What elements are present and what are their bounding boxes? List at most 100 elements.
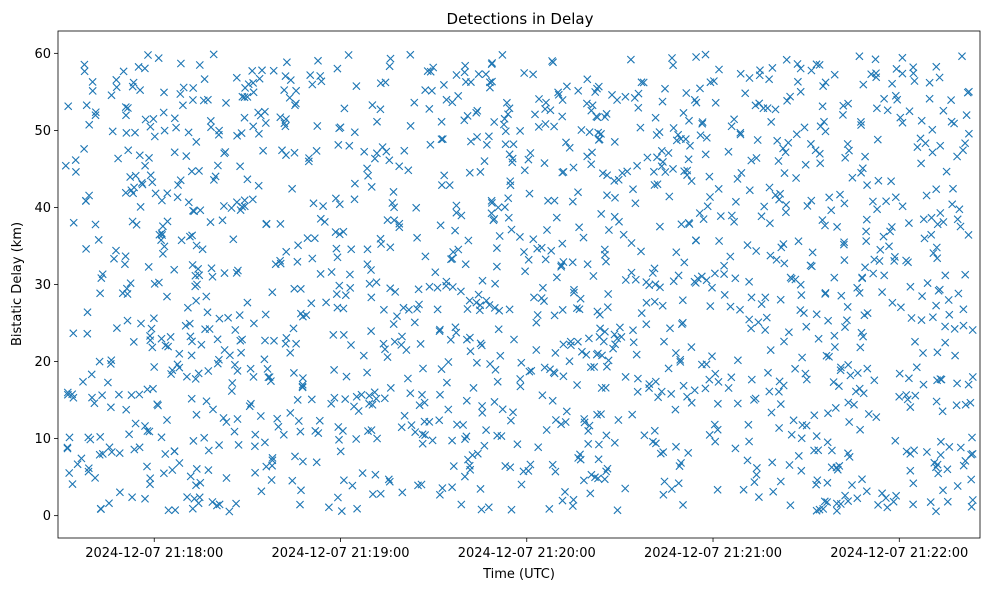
data-point [166, 332, 175, 341]
data-point [827, 446, 836, 455]
data-point [188, 96, 197, 104]
data-point [367, 266, 375, 274]
data-point [672, 442, 680, 451]
data-point [248, 195, 257, 204]
data-point [154, 54, 163, 63]
data-point [542, 426, 551, 434]
data-point [687, 398, 696, 407]
data-point [878, 489, 887, 498]
data-point [289, 368, 298, 377]
data-point [464, 236, 473, 245]
data-point [760, 202, 769, 211]
data-point [855, 52, 864, 61]
data-point [587, 160, 596, 169]
data-point [161, 341, 170, 350]
data-point [780, 337, 788, 346]
data-point [806, 139, 815, 148]
data-point [964, 380, 973, 389]
data-point [904, 374, 913, 383]
data-point [214, 130, 223, 139]
data-point [611, 193, 619, 202]
data-point [656, 449, 665, 458]
data-point [107, 356, 116, 365]
data-point [869, 269, 878, 278]
data-point [964, 230, 973, 239]
data-point [534, 122, 543, 131]
data-point [775, 424, 784, 432]
data-point [435, 327, 444, 336]
data-point [460, 472, 469, 481]
data-point [797, 434, 806, 443]
data-point [115, 488, 124, 497]
data-point [582, 99, 591, 108]
data-point [927, 230, 936, 239]
data-point [726, 302, 735, 311]
data-point [832, 499, 841, 508]
data-point [386, 284, 395, 293]
data-point [506, 463, 515, 472]
data-point [188, 261, 197, 269]
data-point [131, 128, 139, 137]
data-point [953, 379, 962, 388]
data-point [815, 60, 824, 69]
data-point [602, 362, 611, 371]
data-point [453, 420, 461, 429]
data-point [768, 63, 777, 72]
data-point [832, 506, 841, 515]
data-point [340, 104, 349, 113]
data-point [863, 181, 872, 190]
data-point [621, 92, 630, 101]
data-point [336, 447, 345, 456]
data-point [203, 308, 212, 317]
data-point [832, 463, 841, 472]
data-point [617, 332, 626, 341]
data-point [311, 426, 320, 435]
data-point [802, 375, 811, 384]
data-point [163, 189, 172, 198]
data-point [292, 339, 301, 348]
data-point [841, 491, 850, 500]
data-point [454, 91, 463, 100]
data-point [196, 478, 205, 487]
data-point [836, 190, 844, 199]
data-point [636, 123, 645, 132]
data-point [400, 411, 409, 420]
data-point [83, 308, 92, 317]
data-point [395, 162, 404, 171]
data-point [487, 209, 496, 218]
data-point [448, 436, 457, 445]
data-point [141, 494, 149, 503]
data-point [122, 128, 131, 137]
data-point [176, 176, 185, 185]
data-point [902, 391, 911, 399]
data-point [348, 481, 357, 490]
data-point [231, 326, 240, 334]
data-point [334, 140, 343, 149]
data-point [480, 441, 489, 450]
data-point [520, 166, 529, 175]
data-point [127, 391, 136, 400]
data-point [887, 177, 896, 186]
data-point [752, 247, 761, 255]
data-point [823, 478, 832, 487]
data-point [227, 204, 236, 212]
data-point [474, 290, 483, 299]
data-point [701, 384, 710, 393]
data-point [909, 479, 918, 488]
data-point [936, 209, 945, 217]
data-point [682, 89, 691, 97]
data-point [485, 301, 494, 309]
data-point [685, 116, 693, 125]
data-point [160, 88, 168, 97]
data-point [615, 323, 624, 332]
data-point [378, 143, 387, 152]
data-point [107, 91, 116, 100]
data-point [224, 313, 233, 322]
data-point [602, 467, 611, 476]
data-point [827, 206, 836, 215]
data-point [69, 218, 78, 227]
data-point [194, 369, 203, 378]
data-point [513, 440, 522, 449]
data-point [642, 320, 651, 329]
data-point [461, 435, 469, 444]
